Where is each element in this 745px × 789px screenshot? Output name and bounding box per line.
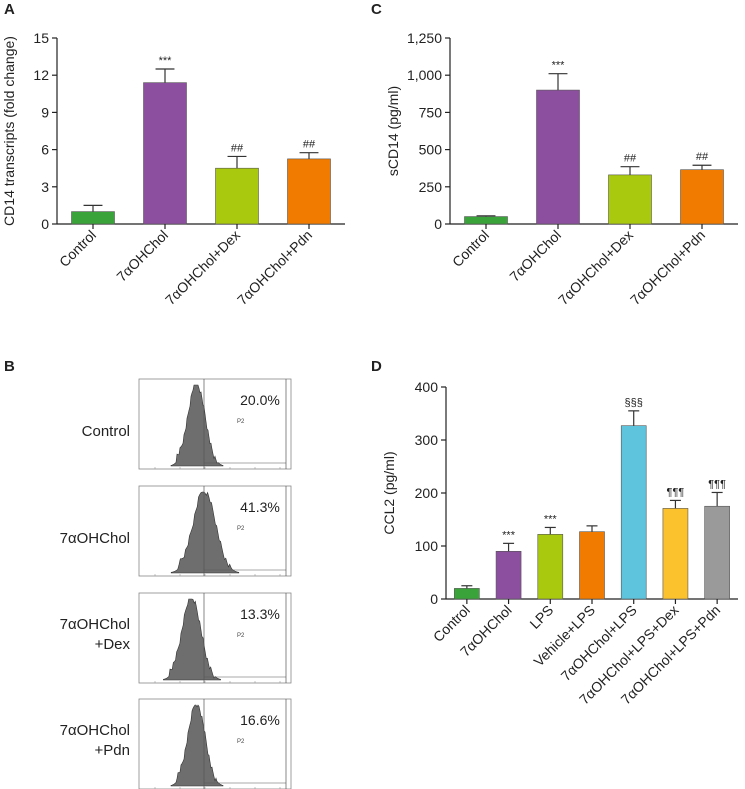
- bar-4: [620, 425, 647, 600]
- x-category-label-3: 7αOHChol+Pdn: [627, 227, 708, 308]
- y-tick-label: 3: [41, 179, 49, 195]
- bar-1: [495, 550, 522, 600]
- y-tick-label: 200: [415, 485, 439, 501]
- histogram-peak: [170, 491, 240, 574]
- y-tick-label: 400: [415, 379, 439, 395]
- y-tick-label: 6: [41, 142, 49, 158]
- x-category-label-2: 7αOHChol+Dex: [555, 227, 636, 308]
- y-tick-label: 300: [415, 432, 439, 448]
- y-tick-label: 15: [33, 30, 49, 46]
- histogram-3: P2 16.6% 7αOHChol +Pdn: [60, 698, 292, 789]
- sample-label-line1: 7αOHChol: [60, 722, 130, 739]
- significance-label-2: ##: [624, 153, 637, 165]
- y-tick-label: 750: [419, 104, 443, 120]
- x-category-label-2: 7αOHChol+Dex: [162, 227, 243, 308]
- y-tick-label: 100: [415, 538, 439, 554]
- y-axis-title: sCD14 (pg/ml): [385, 86, 401, 176]
- y-tick-label: 0: [434, 216, 442, 232]
- bar-3: [680, 169, 724, 225]
- bar-5: [662, 508, 689, 600]
- gate-percent-label: 13.3%: [240, 606, 280, 622]
- histogram-2: P2 13.3% 7αOHChol +Dex: [60, 592, 292, 684]
- chart-a-cd14-transcripts: 0 3 6 9 12 15 CD14 transcripts (fold change) Co…: [1, 30, 345, 308]
- y-tick-label: 12: [33, 67, 49, 83]
- histogram-frame: [138, 698, 292, 789]
- sample-label-line2: +Pdn: [95, 742, 130, 759]
- chart-c-scd14: 0 250 500 750 1,000 1,250 sCD14 (pg/ml) Control…: [385, 30, 738, 308]
- bar-2: [537, 534, 564, 600]
- bar-0: [71, 211, 115, 225]
- histogram-peak: [163, 598, 221, 681]
- significance-label-1: ***: [159, 55, 173, 67]
- y-tick-label: 1,000: [407, 67, 442, 83]
- histogram-peak: [170, 384, 224, 467]
- bar-2: [215, 167, 259, 225]
- y-axis-title: CD14 transcripts (fold change): [1, 36, 17, 226]
- sample-label: 7αOHChol: [60, 530, 130, 547]
- y-tick-label: 0: [430, 591, 438, 607]
- sample-label: Control: [82, 423, 130, 440]
- flow-histograms-b: P2 20.0% Control P2 41.3% 7αOHChol P2 13.3% 7αOH…: [60, 378, 292, 789]
- y-tick-label: 500: [419, 142, 443, 158]
- x-category-label-1: 7αOHChol: [506, 227, 564, 285]
- panel-letter-a: A: [4, 1, 15, 18]
- gate-name-label: P2: [237, 633, 245, 639]
- bar-0: [454, 588, 480, 600]
- histogram-frame: [138, 592, 292, 684]
- gate-percent-label: 41.3%: [240, 499, 280, 515]
- significance-label-3: ##: [303, 139, 316, 151]
- gate-percent-label: 20.0%: [240, 392, 280, 408]
- significance-label-5: ¶¶¶: [667, 486, 685, 498]
- histogram-1: P2 41.3% 7αOHChol: [60, 485, 292, 577]
- gate-name-label: P2: [237, 419, 245, 425]
- x-category-label-3: 7αOHChol+Pdn: [234, 227, 315, 308]
- y-tick-label: 9: [41, 104, 49, 120]
- bar-1: [143, 82, 187, 225]
- histogram-0: P2 20.0% Control: [82, 378, 292, 470]
- bar-2: [608, 174, 652, 225]
- histogram-peak: [170, 704, 224, 787]
- gate-percent-label: 16.6%: [240, 712, 280, 728]
- bar-0: [464, 216, 508, 225]
- x-category-label-4: 7αOHChol+LPS: [558, 602, 640, 684]
- x-category-label-1: 7αOHChol: [113, 227, 171, 285]
- significance-label-3: ##: [696, 151, 709, 163]
- x-category-label-0: Control: [449, 227, 492, 270]
- sample-label-line2: +Dex: [95, 636, 131, 653]
- bar-6: [704, 505, 730, 600]
- panel-letter-c: C: [371, 1, 382, 18]
- bar-3: [579, 531, 605, 600]
- histogram-frame: [138, 378, 292, 470]
- significance-label-4: §§§: [625, 397, 643, 409]
- significance-label-1: ***: [552, 60, 566, 72]
- significance-label-2: ***: [544, 513, 558, 525]
- x-category-label-0: Control: [56, 227, 99, 270]
- significance-label-1: ***: [502, 529, 516, 541]
- significance-label-6: ¶¶¶: [708, 478, 726, 490]
- panel-letter-d: D: [371, 358, 382, 375]
- significance-label-2: ##: [231, 142, 244, 154]
- bar-1: [536, 89, 580, 225]
- gate-name-label: P2: [237, 739, 245, 745]
- y-tick-label: 250: [419, 179, 443, 195]
- y-tick-label: 1,250: [407, 30, 442, 46]
- y-tick-label: 0: [41, 216, 49, 232]
- bar-3: [287, 158, 331, 225]
- x-category-label-2: LPS: [526, 602, 556, 632]
- y-axis-title: CCL2 (pg/ml): [381, 451, 397, 534]
- sample-label-line1: 7αOHChol: [60, 616, 130, 633]
- gate-name-label: P2: [237, 526, 245, 532]
- panel-letter-b: B: [4, 358, 15, 375]
